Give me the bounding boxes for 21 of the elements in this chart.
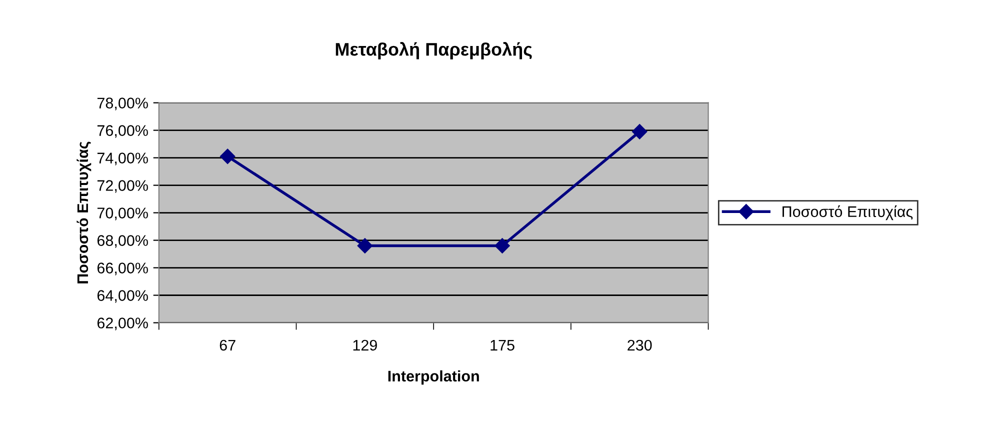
y-tick-label: 64,00%: [97, 290, 148, 303]
y-axis-title: Ποσοστό Επιτυχίας: [76, 142, 92, 284]
point: [220, 148, 236, 164]
point: [632, 124, 648, 140]
y-tick-label: 62,00%: [97, 318, 148, 330]
y-tick-label: 70,00%: [97, 208, 148, 220]
x-tick-label: 230: [628, 340, 652, 351]
y-tick-label: 66,00%: [97, 262, 148, 276]
x-tick-label: 67: [220, 340, 236, 351]
legend-label: Ποσοστό Επιτυχίας: [782, 205, 913, 220]
y-tick-label: 68,00%: [97, 235, 148, 248]
point: [357, 238, 372, 254]
x-tick-label: 175: [490, 340, 514, 351]
y-tick-label: 74,00%: [97, 152, 148, 166]
y-tick-label: 72,00%: [97, 180, 148, 193]
chart-title: Μεταβολή Παρεμβολής: [336, 42, 532, 60]
x-tick-label: 129: [353, 340, 377, 351]
y-tick-label: 78,00%: [97, 98, 148, 110]
y-tick-label: 76,00%: [97, 125, 148, 138]
x-axis-title: Interpolation: [388, 370, 479, 385]
point: [494, 238, 510, 254]
